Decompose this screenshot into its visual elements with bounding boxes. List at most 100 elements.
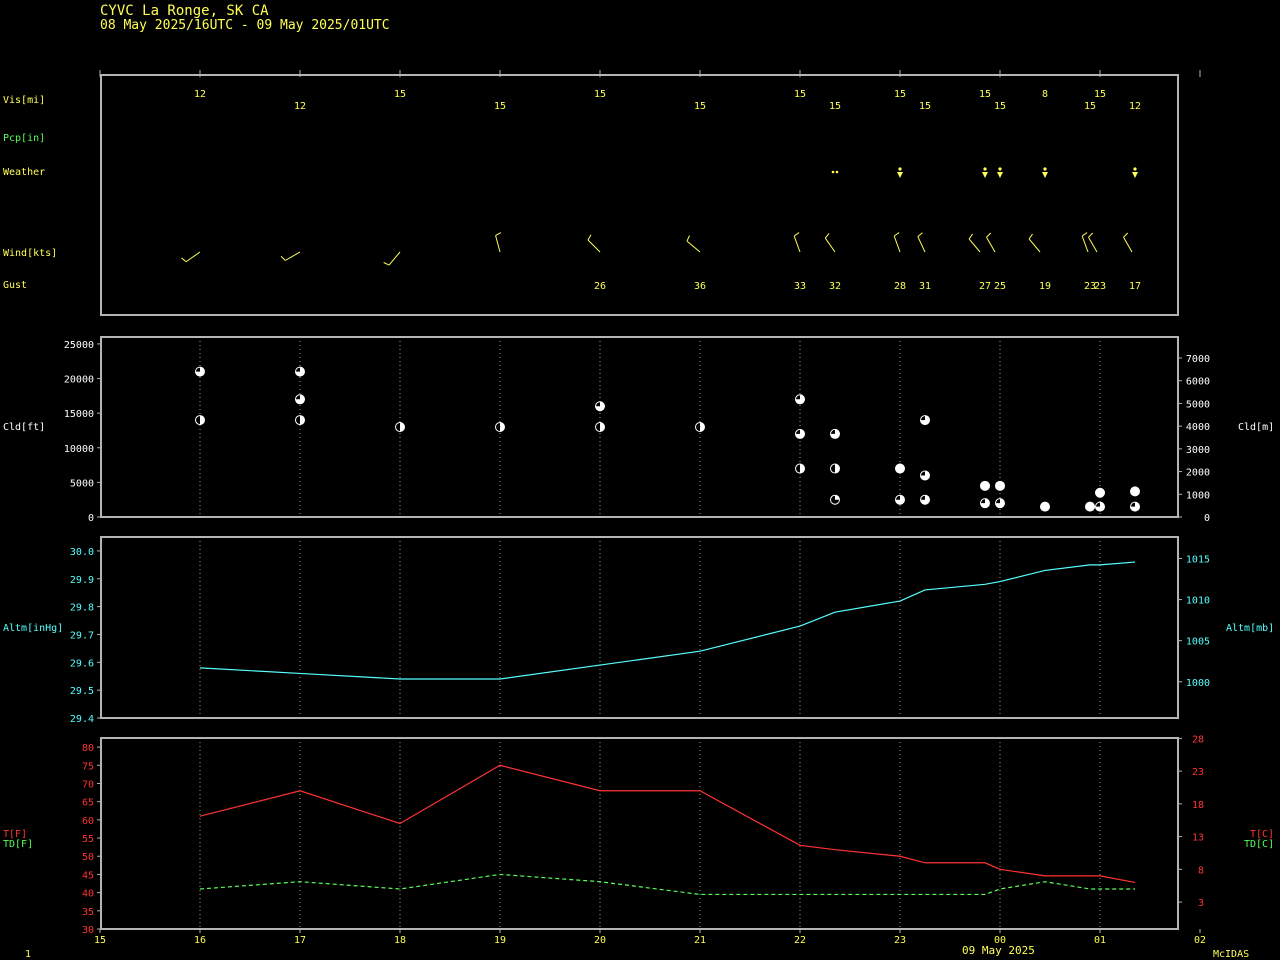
cloud-ytick-label-right: 2000	[1186, 468, 1210, 479]
wind-barb-staff	[824, 237, 836, 253]
cloud-ytick-label-right: 3000	[1186, 445, 1210, 456]
gust-value: 17	[1129, 281, 1141, 292]
time-xtick-label: 17	[294, 935, 306, 946]
row-label-pcp: Pcp[in]	[3, 133, 45, 144]
temperature-ytick-label: 40	[82, 889, 94, 900]
wind-barb-feather	[893, 232, 900, 237]
cloud-panel: 0 5000 10000 15000 20000 25000 0 1000 2000 3000 40…	[3, 336, 1274, 524]
altimeter-frame	[100, 536, 1179, 719]
altimeter-ylabel-right: Altm[mb]	[1226, 623, 1274, 634]
visibility-value: 15	[594, 89, 606, 100]
time-xtick-label: 15	[94, 935, 106, 946]
cloud-cover-fill	[895, 464, 905, 474]
temperature-ytick-label: 45	[82, 870, 94, 881]
obs-frame	[100, 74, 1179, 316]
temperature-ytick-label: 55	[82, 834, 94, 845]
cloud-cover-fill	[600, 422, 605, 432]
temperature-ytick-label-right: 13	[1192, 833, 1204, 844]
gust-value: 33	[794, 281, 806, 292]
altimeter-ytick-label: 30.0	[70, 547, 94, 558]
wind-barb-feather	[383, 262, 390, 266]
cloud-ytick-label-right: 6000	[1186, 377, 1210, 388]
cloud-cover-fill	[920, 470, 930, 480]
wind-barb-feather	[986, 232, 992, 238]
altimeter-ytick-label-right: 1005	[1186, 637, 1210, 648]
wind-barb-staff	[917, 236, 926, 253]
temperature-ytick-label-right: 18	[1192, 800, 1204, 811]
altimeter-ytick-label: 29.7	[70, 630, 94, 641]
visibility-value: 15	[919, 101, 931, 112]
wind-barb-feather	[1028, 233, 1033, 240]
row-label-gust: Gust	[3, 280, 27, 291]
visibility-value: 15	[494, 101, 506, 112]
cloud-cover-fill	[795, 429, 805, 439]
cloud-cover-fill	[835, 495, 840, 500]
cloud-cover-fill	[920, 415, 930, 425]
temperature-panel: 30 35 40 45 50 55 60 65 70 75 80 3 8 13 18 23 28 T[F]TD[F…	[3, 734, 1274, 946]
wind-barb-staff	[285, 251, 301, 261]
cloud-cover-fill	[920, 495, 930, 505]
cloud-ytick-label: 10000	[64, 444, 94, 455]
visibility-value: 8	[1042, 89, 1048, 100]
wind-barb-staff	[495, 235, 501, 253]
rain-shower-triangle	[997, 172, 1003, 178]
cloud-cover-fill	[300, 415, 305, 425]
gust-value: 36	[694, 281, 706, 292]
wind-barb-feather	[1123, 232, 1129, 238]
wind-barb-staff	[793, 235, 801, 253]
footer-frame-number: 1	[25, 949, 31, 960]
cloud-cover-fill	[700, 422, 705, 432]
temperature-ytick-label: 35	[82, 907, 94, 918]
wind-barb-staff	[1028, 238, 1041, 253]
altimeter-ytick-label-right: 1010	[1186, 596, 1210, 607]
wind-barb-staff	[388, 251, 401, 266]
altimeter-ytick-label: 29.6	[70, 658, 94, 669]
wind-barb-staff	[986, 237, 996, 253]
rain-shower-triangle	[897, 172, 903, 178]
altimeter-line	[199, 561, 1136, 680]
time-xtick-label: 22	[794, 935, 806, 946]
cloud-cover-fill	[895, 495, 905, 505]
wind-barb-feather	[793, 232, 800, 237]
gust-value: 26	[594, 281, 606, 292]
cloud-ylabel-right: Cld[m]	[1238, 422, 1274, 433]
wind-barb-feather	[181, 257, 187, 263]
rain-shower-symbol	[898, 167, 902, 171]
wind-barb-staff	[587, 239, 601, 253]
cloud-cover-fill	[830, 429, 840, 439]
altimeter-ytick-label: 29.8	[70, 603, 94, 614]
cloud-cover-fill	[995, 498, 1005, 508]
rain-shower-symbol	[1133, 167, 1137, 171]
dewpoint-line	[199, 873, 1135, 896]
cloud-cover-fill	[980, 498, 990, 508]
wind-barb-feather	[280, 255, 286, 261]
footer-date: 09 May 2025	[962, 944, 1035, 957]
gust-value: 19	[1039, 281, 1051, 292]
drizzle-symbol-dot	[835, 170, 839, 174]
wind-barb-staff	[1088, 237, 1098, 253]
visibility-value: 15	[694, 101, 706, 112]
visibility-value: 12	[1129, 101, 1141, 112]
gust-value: 31	[919, 281, 931, 292]
cloud-ytick-label: 5000	[70, 478, 94, 489]
temperature-ytick-label-right: 28	[1192, 734, 1204, 745]
cloud-cover-fill	[1085, 502, 1095, 512]
cloud-cover-fill	[1095, 502, 1105, 512]
rain-shower-triangle	[1042, 172, 1048, 178]
temperature-ytick-label: 30	[82, 925, 94, 936]
temperature-ytick-label-right: 3	[1198, 898, 1204, 909]
time-xtick-label: 16	[194, 935, 206, 946]
rain-shower-symbol	[1043, 167, 1047, 171]
altimeter-ytick-label-right: 1015	[1186, 554, 1210, 565]
wind-barb-staff	[185, 251, 201, 263]
temperature-ytick-label: 60	[82, 816, 94, 827]
cloud-ytick-label-right: 1000	[1186, 490, 1210, 501]
visibility-value: 15	[979, 89, 991, 100]
cloud-ytick-label: 0	[88, 513, 94, 524]
temperature-ytick-label: 65	[82, 798, 94, 809]
dewpoint-ylabel: TD[F]	[3, 839, 33, 850]
rain-shower-triangle	[982, 172, 988, 178]
gust-value: 25	[994, 281, 1006, 292]
temperature-ytick-label: 75	[82, 761, 94, 772]
cloud-cover-fill	[1095, 488, 1105, 498]
